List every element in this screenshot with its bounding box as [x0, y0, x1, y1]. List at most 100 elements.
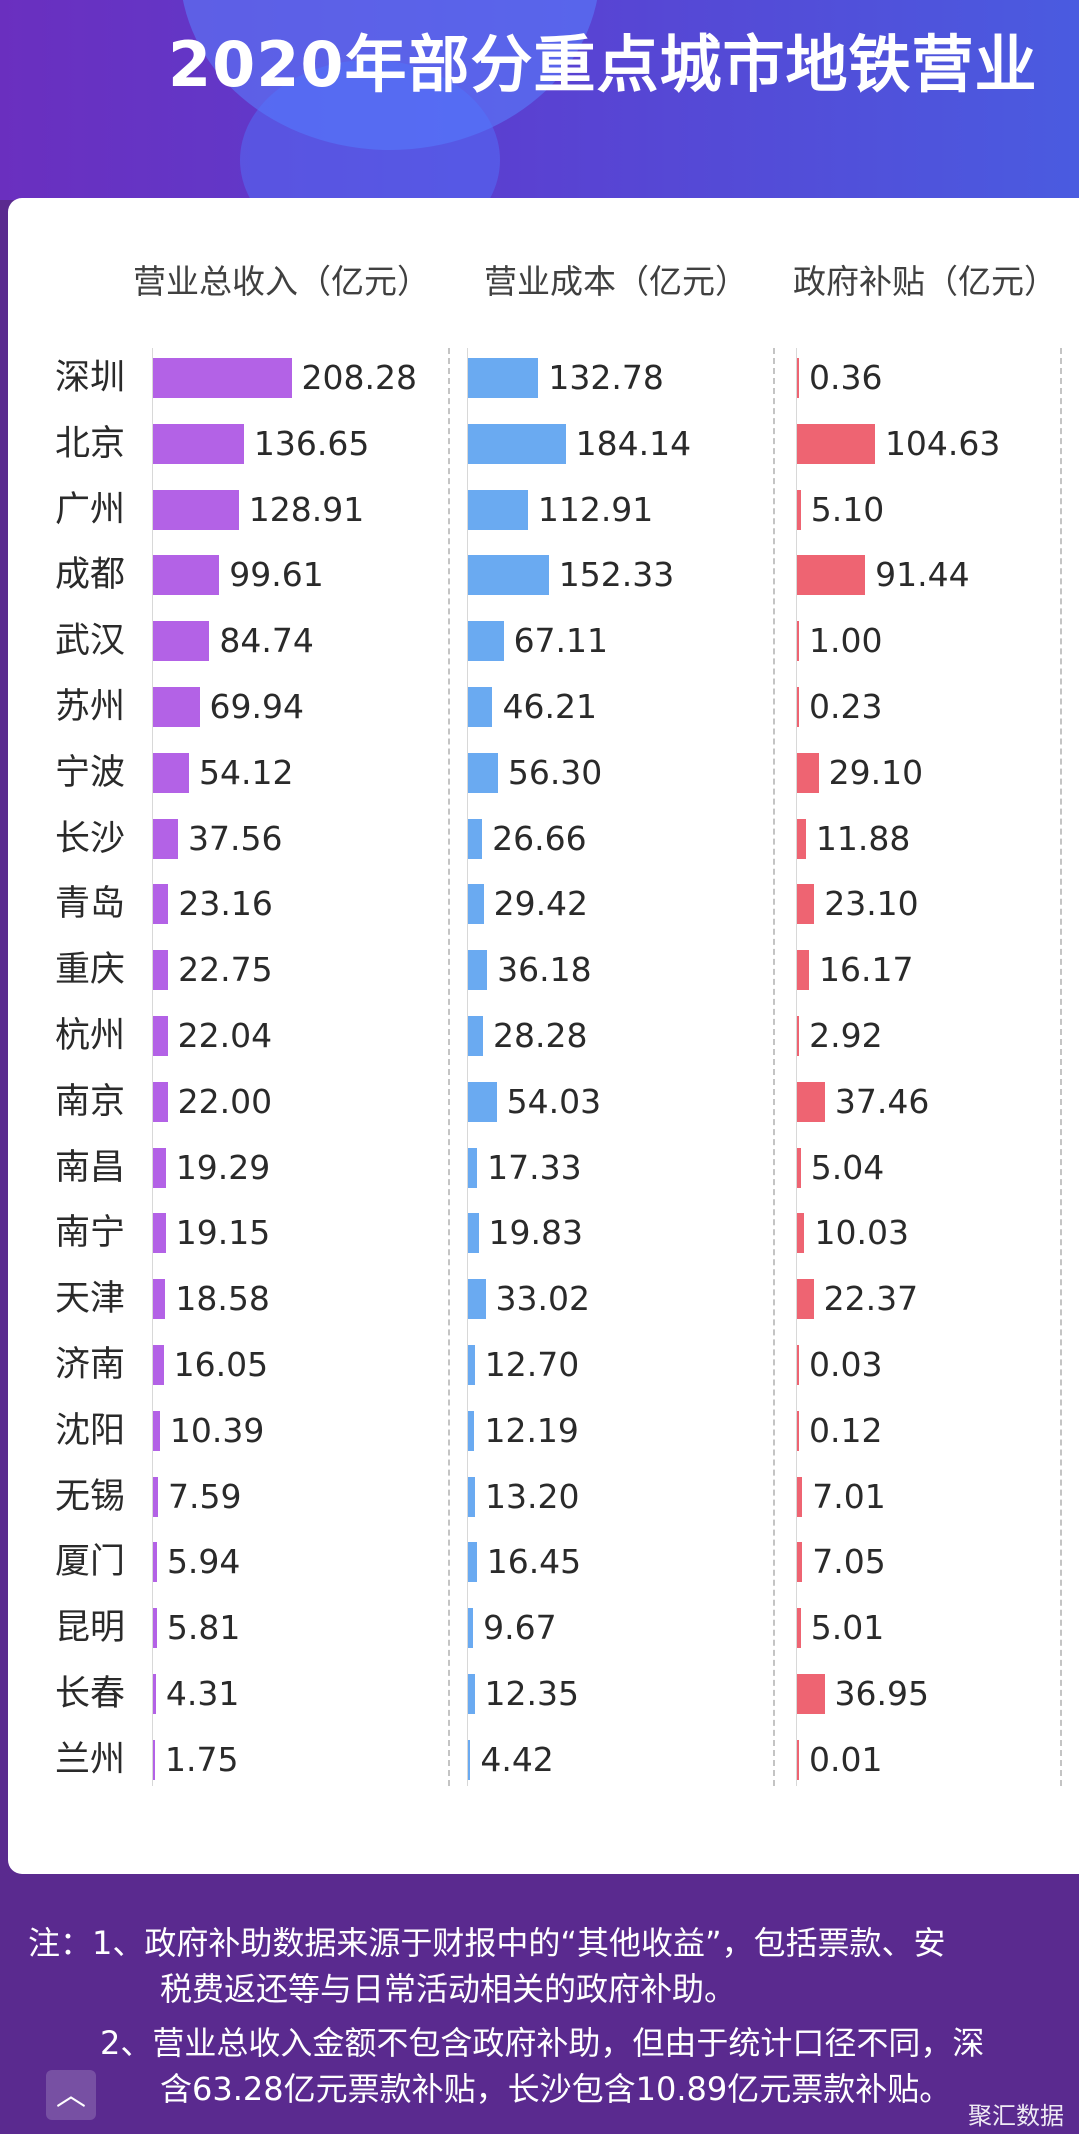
bar	[153, 555, 220, 596]
data-label: 132.78	[548, 358, 664, 397]
data-label: 5.81	[166, 1608, 241, 1648]
data-label: 2.92	[809, 1016, 883, 1055]
column-separator	[1060, 348, 1062, 1786]
scroll-top-button[interactable]: ︿	[46, 2070, 96, 2120]
data-label: 128.91	[248, 489, 365, 529]
bar	[468, 489, 528, 530]
bar	[797, 818, 806, 859]
data-label: 54.12	[198, 752, 294, 792]
category-label: 厦门	[55, 1542, 126, 1583]
bar	[797, 1016, 800, 1056]
bar	[797, 1147, 801, 1188]
data-label: 36.95	[834, 1674, 929, 1713]
bar	[797, 489, 801, 530]
category-label: 兰州	[55, 1739, 126, 1780]
category-label: 昆明	[55, 1608, 126, 1649]
bar	[468, 1410, 475, 1451]
bar	[797, 687, 799, 727]
category-label: 深圳	[55, 358, 126, 398]
data-label: 4.42	[480, 1739, 554, 1779]
data-label: 22.04	[177, 1016, 273, 1055]
category-label: 长春	[55, 1674, 126, 1714]
bar	[468, 818, 483, 859]
bar	[468, 687, 493, 727]
data-label: 104.63	[884, 423, 1001, 463]
notes-section: 注：1、政府补助数据来源于财报中的“其他收益”，包括票款、安 税费返还等与日常活…	[0, 1890, 1079, 2134]
data-label: 16.17	[819, 950, 914, 990]
bar	[468, 1279, 486, 1320]
bar	[468, 358, 539, 398]
data-label: 0.03	[809, 1345, 883, 1384]
data-label: 91.44	[875, 555, 970, 595]
data-label: 5.10	[810, 489, 885, 529]
bar	[153, 1081, 168, 1122]
data-label: 19.29	[175, 1147, 271, 1187]
data-label: 37.56	[187, 818, 283, 858]
bar	[153, 489, 239, 530]
bar	[797, 884, 815, 925]
bar	[797, 1410, 799, 1451]
bar	[797, 1739, 799, 1780]
data-label: 152.33	[558, 555, 675, 595]
category-label: 北京	[55, 423, 126, 464]
bar	[468, 1147, 478, 1188]
data-label: 10.03	[814, 1213, 909, 1253]
data-label: 23.10	[824, 884, 919, 924]
bar	[468, 621, 504, 662]
data-label: 54.03	[506, 1081, 602, 1121]
bar	[153, 1345, 164, 1385]
data-label: 67.11	[513, 621, 609, 661]
bar	[153, 1147, 166, 1188]
data-label: 184.14	[575, 423, 692, 463]
category-label: 重庆	[55, 950, 126, 991]
note-line: 税费返还等与日常活动相关的政府补助。	[160, 1970, 737, 2008]
bar	[153, 358, 292, 398]
bar	[797, 1608, 801, 1649]
bar	[153, 1213, 166, 1254]
data-label: 7.01	[812, 1476, 886, 1516]
data-label: 22.75	[178, 950, 273, 990]
watermark: 聚汇数据	[968, 2102, 1064, 2130]
bar	[797, 1476, 803, 1517]
bar	[797, 1345, 799, 1385]
bar	[468, 1608, 474, 1649]
data-label: 56.30	[507, 752, 603, 792]
data-label: 208.28	[301, 358, 417, 397]
bar	[468, 1213, 479, 1254]
data-label: 22.37	[823, 1279, 919, 1319]
column-separator	[773, 348, 775, 1786]
data-label: 12.70	[484, 1345, 580, 1384]
data-label: 12.19	[484, 1410, 579, 1450]
note-line: 含63.28亿元票款补贴，长沙包含10.89亿元票款补贴。	[160, 2070, 952, 2108]
bar	[468, 1016, 483, 1056]
category-label: 长沙	[55, 818, 126, 859]
series-header: 营业成本（亿元）	[484, 262, 748, 301]
data-label: 5.94	[166, 1542, 241, 1582]
data-label: 99.61	[229, 555, 324, 595]
category-label: 天津	[55, 1279, 126, 1320]
data-label: 22.00	[177, 1081, 273, 1121]
data-label: 1.00	[809, 621, 883, 661]
bar	[468, 1542, 477, 1583]
bar	[153, 818, 178, 859]
bar	[468, 950, 488, 991]
data-label: 5.01	[810, 1608, 885, 1648]
data-label: 19.15	[175, 1213, 271, 1253]
column-separator	[448, 348, 450, 1786]
data-label: 12.35	[484, 1674, 580, 1713]
bar	[153, 423, 244, 464]
chevron-up-icon: ︿	[56, 2078, 86, 2113]
bar	[153, 884, 169, 925]
bar	[468, 1476, 475, 1517]
category-label: 南宁	[55, 1213, 126, 1254]
baseline-axis	[467, 348, 468, 1786]
category-label: 南昌	[55, 1147, 126, 1188]
series-header: 政府补贴（亿元）	[793, 262, 1057, 301]
category-label: 济南	[55, 1345, 126, 1385]
data-label: 136.65	[253, 423, 370, 463]
data-label: 19.83	[488, 1213, 583, 1253]
bar	[468, 555, 549, 596]
data-label: 0.12	[809, 1410, 883, 1450]
data-label: 69.94	[209, 687, 304, 726]
note-line: 注：1、政府补助数据来源于财报中的“其他收益”，包括票款、安	[28, 1924, 946, 1962]
